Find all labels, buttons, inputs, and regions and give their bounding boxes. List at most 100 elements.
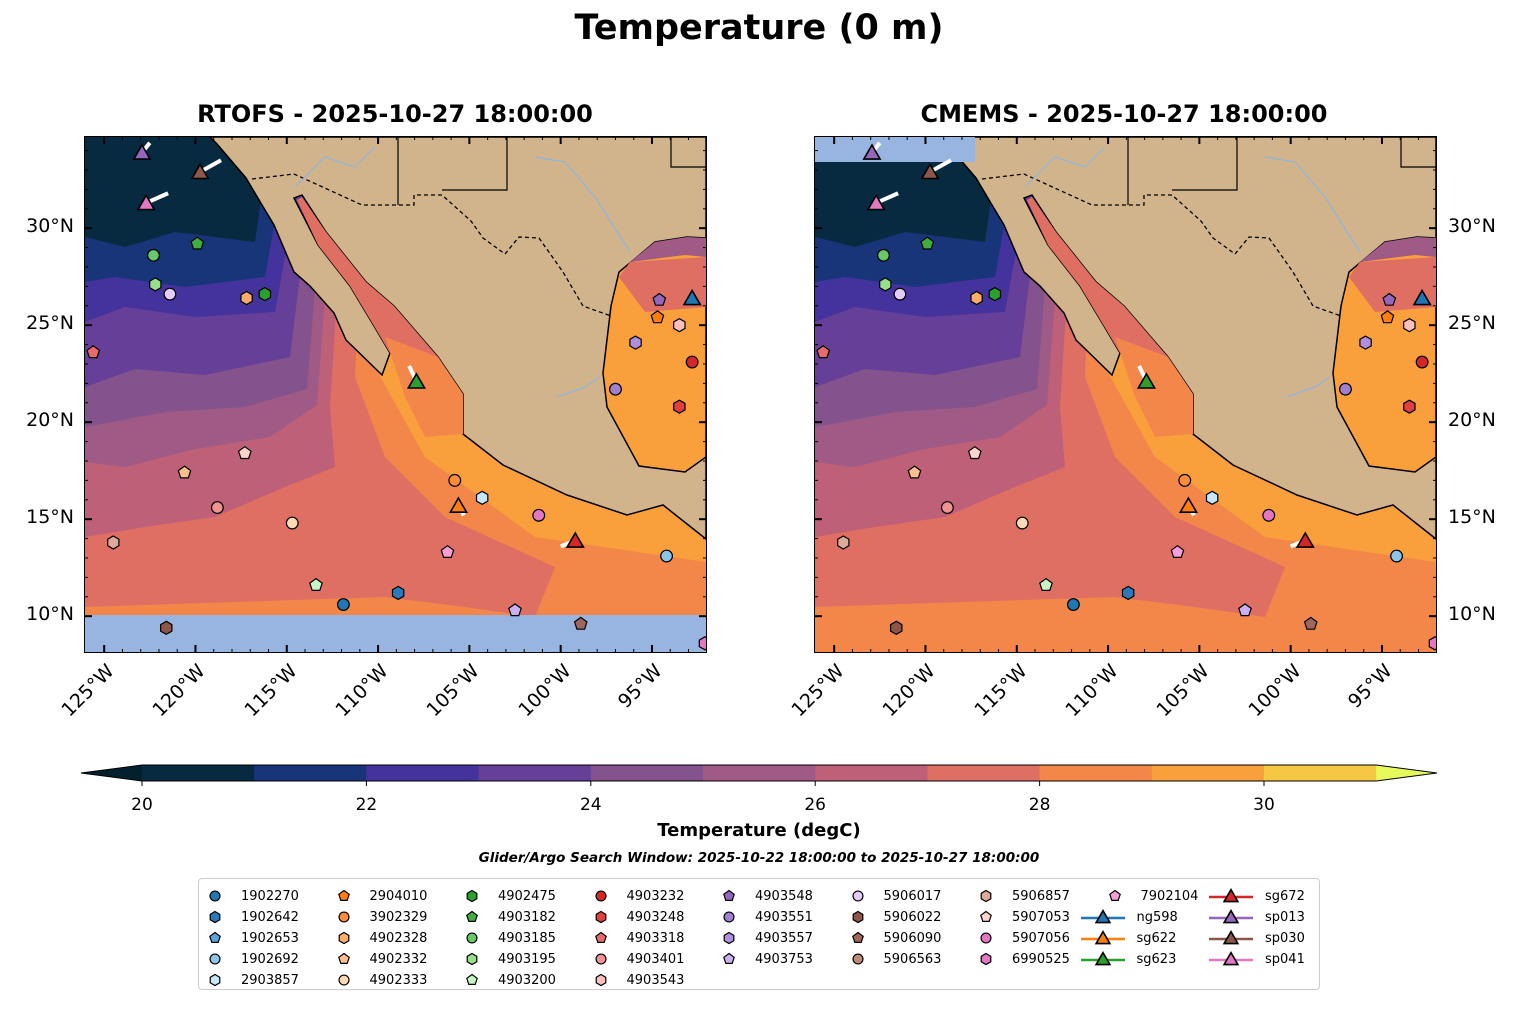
legend-marker[interactable] bbox=[595, 973, 606, 987]
legend-marker[interactable] bbox=[980, 910, 992, 922]
legend-item[interactable]: 4902333 bbox=[336, 970, 427, 990]
obs-hexagon-4903557[interactable] bbox=[1359, 335, 1372, 350]
obs-circle-4902333[interactable] bbox=[1015, 516, 1029, 530]
legend-item[interactable]: 5906563 bbox=[850, 949, 941, 969]
legend-marker[interactable] bbox=[723, 952, 735, 964]
legend-marker[interactable] bbox=[1222, 887, 1240, 903]
obs-hexagon-6990525[interactable] bbox=[698, 636, 706, 651]
obs-pentagon-5906090[interactable] bbox=[573, 616, 588, 630]
obs-pentagon-7902104[interactable] bbox=[1170, 544, 1185, 558]
obs-hexagon-4903195[interactable] bbox=[149, 277, 162, 292]
obs-hexagon-4903543[interactable] bbox=[1403, 318, 1416, 333]
legend-marker[interactable] bbox=[337, 974, 350, 986]
obs-triangle-sp030[interactable] bbox=[920, 162, 940, 180]
legend-marker[interactable] bbox=[594, 953, 607, 965]
legend-marker[interactable] bbox=[1094, 908, 1111, 924]
obs-pentagon-4902332[interactable] bbox=[907, 465, 922, 479]
legend-marker[interactable] bbox=[209, 890, 221, 902]
obs-circle-3902329[interactable] bbox=[448, 473, 462, 487]
legend-marker[interactable] bbox=[852, 910, 863, 924]
legend-item[interactable]: ng598 bbox=[1080, 907, 1178, 927]
legend-marker[interactable] bbox=[594, 931, 607, 943]
legend-marker[interactable] bbox=[209, 953, 221, 965]
obs-circle-3902329[interactable] bbox=[1178, 473, 1192, 487]
legend-item[interactable]: 6990525 bbox=[978, 949, 1070, 969]
legend-item[interactable]: 1902692 bbox=[207, 949, 299, 969]
obs-hexagon-4902328[interactable] bbox=[970, 290, 983, 306]
obs-triangle-sp013[interactable] bbox=[132, 143, 152, 160]
obs-circle-1902270[interactable] bbox=[336, 598, 350, 611]
obs-hexagon-1902642[interactable] bbox=[1121, 585, 1135, 601]
legend-item[interactable]: 4903753 bbox=[721, 949, 813, 969]
obs-hexagon-6990525[interactable] bbox=[1428, 636, 1436, 651]
legend-marker[interactable] bbox=[980, 952, 992, 966]
legend-marker[interactable] bbox=[723, 931, 735, 945]
obs-triangle-sp013[interactable] bbox=[862, 143, 882, 160]
legend-marker[interactable] bbox=[338, 931, 349, 945]
legend-item[interactable]: 5907056 bbox=[978, 928, 1070, 948]
obs-triangle-sp041[interactable] bbox=[866, 193, 886, 211]
obs-pentagon-5907053[interactable] bbox=[237, 445, 252, 460]
legend-item[interactable]: 3902329 bbox=[336, 907, 427, 927]
legend-item[interactable]: 5907053 bbox=[978, 907, 1070, 927]
obs-triangle-sg623[interactable] bbox=[406, 372, 426, 389]
legend-marker[interactable] bbox=[337, 911, 350, 923]
obs-triangle-sp041[interactable] bbox=[136, 193, 156, 211]
legend-marker[interactable] bbox=[1222, 950, 1240, 966]
legend-marker[interactable] bbox=[337, 952, 350, 964]
obs-hexagon-4903248[interactable] bbox=[673, 399, 686, 414]
obs-circle-1902692[interactable] bbox=[1390, 549, 1404, 563]
obs-triangle-sg622[interactable] bbox=[448, 496, 468, 514]
legend-marker[interactable] bbox=[723, 911, 735, 923]
obs-circle-4903401[interactable] bbox=[210, 501, 224, 514]
legend-item[interactable]: 4903248 bbox=[593, 907, 684, 927]
legend-marker[interactable] bbox=[723, 889, 735, 901]
obs-pentagon-7902104[interactable] bbox=[440, 544, 455, 558]
obs-hexagon-2903857[interactable] bbox=[1205, 490, 1219, 505]
obs-pentagon-4903548[interactable] bbox=[1382, 292, 1397, 306]
obs-pentagon-2904010[interactable] bbox=[650, 310, 665, 324]
legend-item[interactable]: 4903543 bbox=[593, 970, 684, 990]
obs-hexagon-4903543[interactable] bbox=[673, 318, 686, 333]
legend-item[interactable]: 4903200 bbox=[464, 970, 556, 990]
legend-item[interactable]: 4903557 bbox=[721, 928, 813, 948]
obs-hexagon-5906022[interactable] bbox=[159, 620, 173, 635]
legend-marker[interactable] bbox=[466, 932, 478, 944]
legend-item[interactable]: 5906857 bbox=[978, 886, 1070, 906]
obs-hexagon-4902328[interactable] bbox=[240, 290, 253, 306]
legend-item[interactable]: 4902332 bbox=[336, 949, 427, 969]
obs-circle-4903401[interactable] bbox=[940, 501, 954, 514]
obs-circle-4903185[interactable] bbox=[877, 248, 890, 262]
legend-marker[interactable] bbox=[980, 889, 992, 903]
obs-hexagon-5906857[interactable] bbox=[837, 535, 850, 550]
legend-item[interactable]: 4903551 bbox=[721, 907, 813, 927]
obs-circle-4903232[interactable] bbox=[1415, 355, 1429, 369]
legend-marker[interactable] bbox=[466, 889, 478, 903]
obs-hexagon-4902475[interactable] bbox=[258, 286, 272, 302]
legend-item[interactable]: sg623 bbox=[1080, 949, 1176, 969]
obs-circle-1902270[interactable] bbox=[1066, 598, 1080, 611]
obs-hexagon-4903557[interactable] bbox=[629, 335, 642, 350]
legend-marker[interactable] bbox=[466, 910, 478, 922]
obs-pentagon-4903182[interactable] bbox=[920, 236, 935, 250]
legend-marker[interactable] bbox=[1108, 889, 1121, 901]
legend-marker[interactable] bbox=[466, 973, 478, 985]
obs-circle-4902333[interactable] bbox=[285, 516, 299, 530]
obs-circle-1902692[interactable] bbox=[660, 549, 674, 563]
obs-pentagon-4903318[interactable] bbox=[86, 345, 101, 359]
obs-pentagon-4903200[interactable] bbox=[1039, 577, 1053, 591]
obs-pentagon-5906090[interactable] bbox=[1303, 616, 1318, 630]
legend-item[interactable]: sp030 bbox=[1209, 928, 1305, 948]
legend-marker[interactable] bbox=[851, 953, 864, 965]
legend-marker[interactable] bbox=[980, 932, 992, 944]
legend-item[interactable]: 1902653 bbox=[207, 928, 299, 948]
legend-marker[interactable] bbox=[1222, 908, 1240, 924]
legend-item[interactable]: 4903318 bbox=[593, 928, 684, 948]
legend-marker[interactable] bbox=[595, 910, 606, 924]
legend-marker[interactable] bbox=[209, 973, 221, 987]
obs-hexagon-1902642[interactable] bbox=[391, 585, 405, 601]
legend-item[interactable]: sp013 bbox=[1209, 907, 1305, 927]
obs-pentagon-4903548[interactable] bbox=[652, 292, 667, 306]
obs-hexagon-5906857[interactable] bbox=[107, 535, 120, 550]
obs-hexagon-4903248[interactable] bbox=[1403, 399, 1416, 414]
